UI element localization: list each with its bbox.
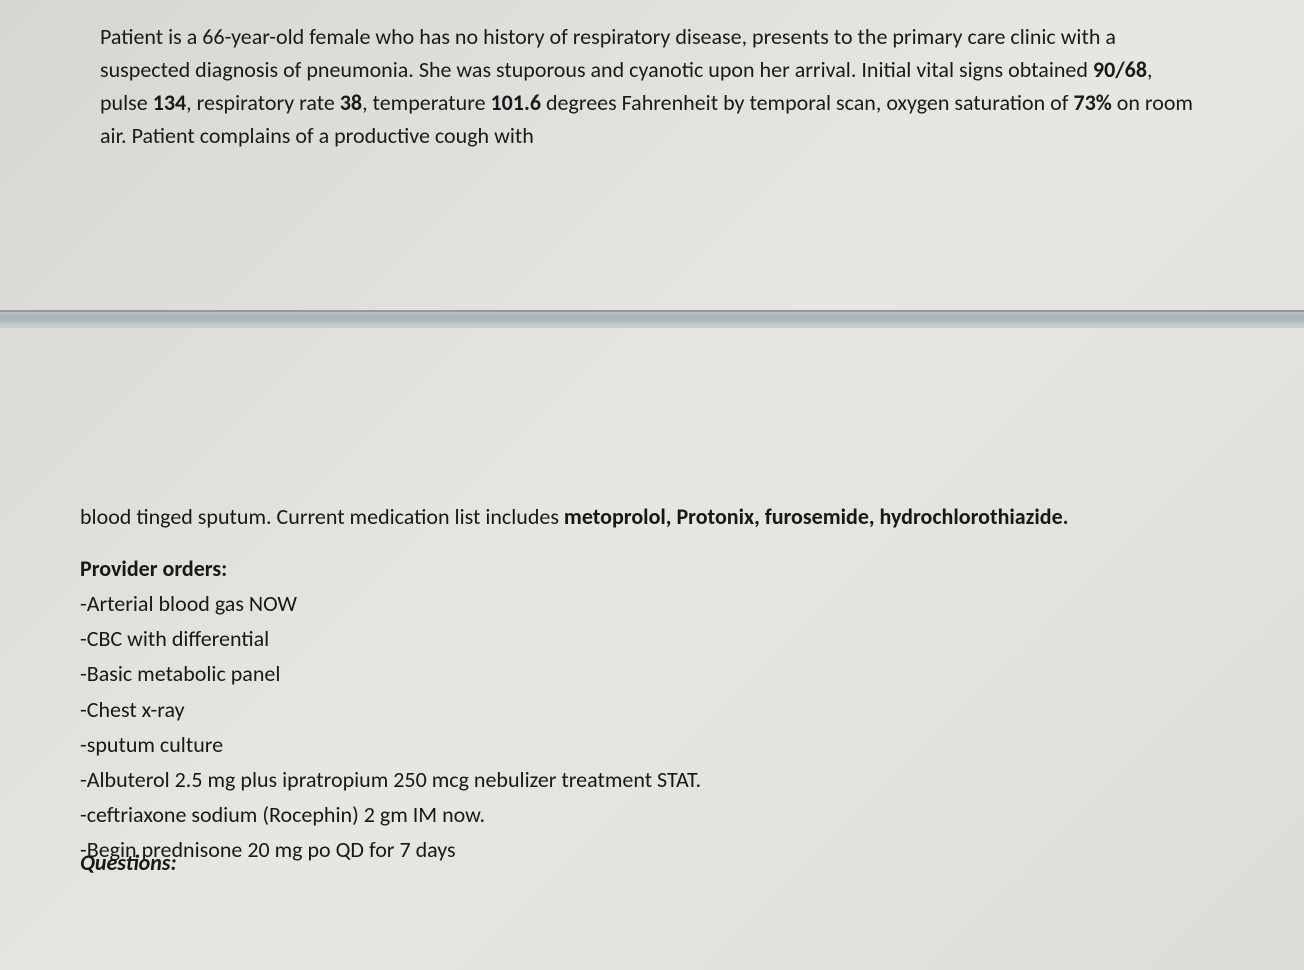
case-paragraph-2: blood tinged sputum. Current medication … <box>80 500 1224 533</box>
vital-rr: 38 <box>340 89 362 116</box>
order-item: -Arterial blood gas NOW <box>80 586 1224 621</box>
text-segment: Patient is a 66-year-old female who has … <box>100 23 1116 83</box>
vital-bp: 90/68 <box>1093 56 1147 83</box>
page-divider <box>0 310 1304 328</box>
vital-pulse: 134 <box>153 89 186 116</box>
text-segment: , temperature <box>362 89 490 116</box>
vital-temp: 101.6 <box>491 89 541 116</box>
text-segment: blood tinged sputum. Current medication … <box>80 503 564 530</box>
order-item: -ceftriaxone sodium (Rocephin) 2 gm IM n… <box>80 797 1224 832</box>
questions-header-cutoff: Questions: <box>80 849 177 876</box>
text-segment: degrees Fahrenheit by temporal scan, oxy… <box>541 89 1073 116</box>
vital-o2sat: 73% <box>1073 89 1111 116</box>
order-item: -Chest x-ray <box>80 692 1224 727</box>
case-paragraph-1: Patient is a 66-year-old female who has … <box>100 20 1204 152</box>
order-item: -Albuterol 2.5 mg plus ipratropium 250 m… <box>80 762 1224 797</box>
order-item: -Begin prednisone 20 mg po QD for 7 days <box>80 832 1224 867</box>
document-top-section: Patient is a 66-year-old female who has … <box>0 0 1304 152</box>
order-item: -sputum culture <box>80 727 1224 762</box>
order-item: -CBC with differential <box>80 621 1224 656</box>
order-item: -Basic metabolic panel <box>80 656 1224 691</box>
provider-orders-header: Provider orders: <box>80 555 1224 582</box>
medications-list: metoprolol, Protonix, furosemide, hydroc… <box>564 503 1069 530</box>
text-segment: , respiratory rate <box>186 89 340 116</box>
document-bottom-section: blood tinged sputum. Current medication … <box>0 500 1304 868</box>
